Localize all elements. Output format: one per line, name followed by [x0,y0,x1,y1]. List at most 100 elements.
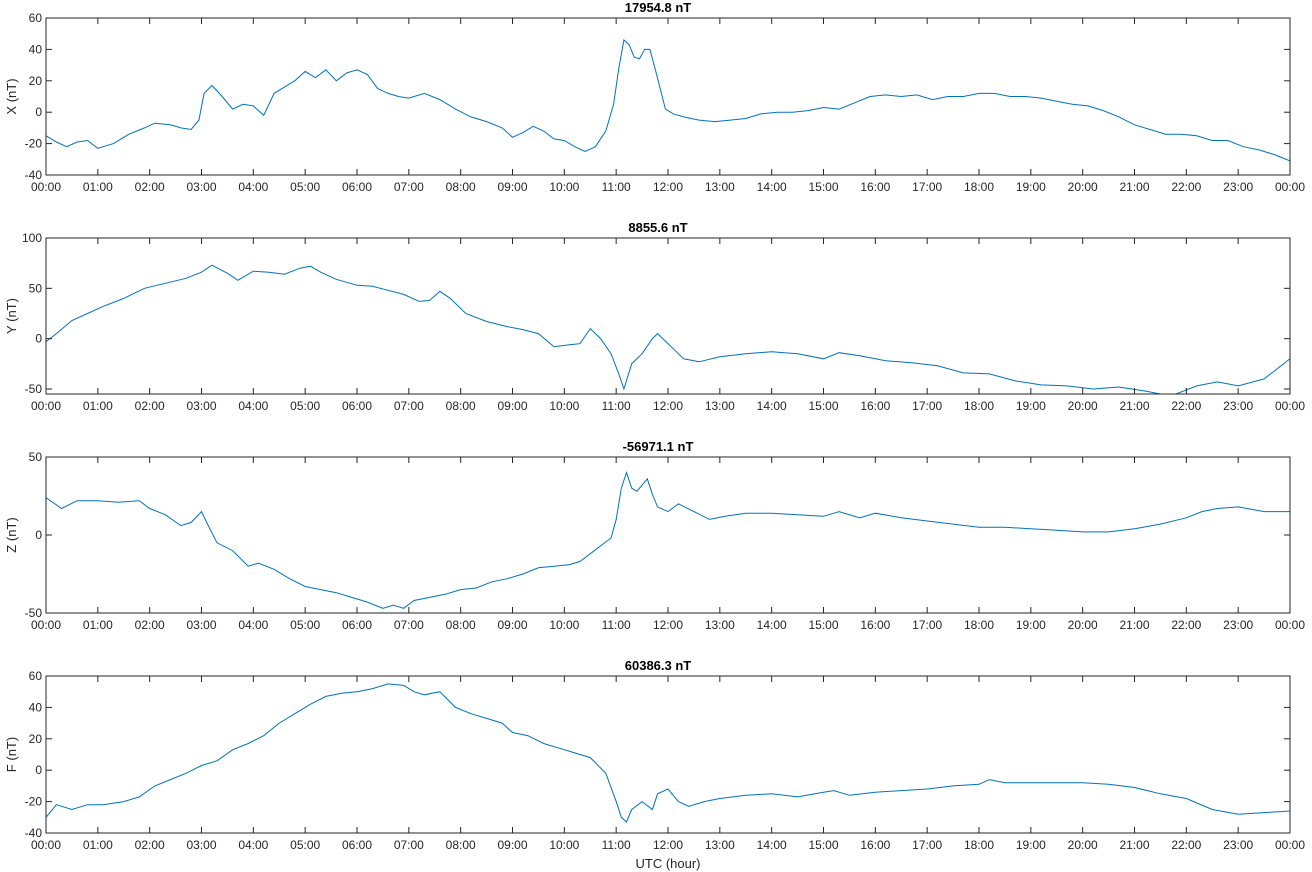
panel-z-xtick-label: 07:00 [394,618,424,632]
panel-y-title: 8855.6 nT [628,220,687,235]
panel-z-xtick-label: 10:00 [549,618,579,632]
panel-y-xtick-label: 11:00 [602,399,631,413]
panel-x-xtick-label: 20:00 [1068,180,1098,194]
panel-f-title: 60386.3 nT [625,658,692,673]
panel-f-xtick-label: 21:00 [1119,838,1149,852]
panel-f-ytick-label: 60 [29,669,43,683]
panel-z-xtick-label: 13:00 [705,618,735,632]
panel-x-xtick-label: 03:00 [186,180,216,194]
panel-x: 00:00 01:00 02:00 03:00 04:00 05:00 06:00 07:00… [4,0,1305,194]
panel-z-xtick-label: 03:00 [186,618,216,632]
panel-f-xtick-label: 09:00 [497,838,527,852]
panel-z-xtick-label: 14:00 [757,618,787,632]
panel-f-xtick-label: 23:00 [1223,838,1253,852]
panel-y-xtick-label: 02:00 [135,399,165,413]
panel-f-ytick-label: -40 [25,826,43,840]
panel-x-xtick-label: 12:00 [653,180,683,194]
panel-y-xtick-label: 03:00 [186,399,216,413]
panel-y-xtick-label: 04:00 [238,399,268,413]
panel-x-xtick-label: 07:00 [394,180,424,194]
panel-z-series-line [46,471,1290,609]
panel-x-xtick-label: 09:00 [497,180,527,194]
panel-y-xtick-label: 17:00 [912,399,942,413]
panel-z-xtick-label: 08:00 [446,618,476,632]
panel-z-ylabel: Z (nT) [4,517,19,552]
panel-z-xtick-label: 16:00 [860,618,890,632]
panel-y-xtick-label: 20:00 [1068,399,1098,413]
panel-y-xtick-label: 14:00 [757,399,787,413]
panel-y-xtick-label: 08:00 [446,399,476,413]
panel-f-ytick-label: -20 [25,795,43,809]
panel-z-xtick-label: 01:00 [83,618,113,632]
panel-z-xtick-label: 00:00 [31,618,61,632]
panel-x-ytick-label: 60 [29,11,43,25]
panel-y-series-line [46,264,1290,394]
panel-x-xtick-label: 01:00 [83,180,113,194]
panel-y-xtick-label: 12:00 [653,399,683,413]
panel-x-xtick-label: 23:00 [1223,180,1253,194]
panel-y-ytick-label: 100 [22,231,42,245]
panel-z-xtick-label: 18:00 [964,618,994,632]
panel-z-xtick-label: 00:00 [1275,618,1305,632]
panel-f-ytick-label: 20 [29,732,43,746]
panel-z-xtick-label: 09:00 [497,618,527,632]
panel-y-xtick-label: 07:00 [394,399,424,413]
panel-y-xtick-label: 22:00 [1171,399,1201,413]
panel-y-xtick-label: 00:00 [1275,399,1305,413]
panel-z-xtick-label: 19:00 [1016,618,1046,632]
panel-z-xtick-label: 23:00 [1223,618,1253,632]
panel-f-xtick-label: 14:00 [757,838,787,852]
panel-x-ytick-label: -40 [25,168,43,182]
panel-f-xtick-label: 15:00 [808,838,838,852]
panel-x-xtick-label: 00:00 [31,180,61,194]
panel-y-xtick-label: 23:00 [1223,399,1253,413]
panel-y-xtick-label: 05:00 [290,399,320,413]
panel-y-xtick-label: 16:00 [860,399,890,413]
panel-x-ytick-label: 20 [29,74,43,88]
panel-f-ylabel: F (nT) [4,737,19,772]
panel-y: 00:00 01:00 02:00 03:00 04:00 05:00 06:00 07:00… [4,220,1305,413]
panel-z-xtick-label: 15:00 [808,618,838,632]
panel-z-xtick-label: 02:00 [135,618,165,632]
panel-y-xtick-label: 15:00 [808,399,838,413]
panel-x-xtick-label: 02:00 [135,180,165,194]
panel-f-xtick-label: 19:00 [1016,838,1046,852]
panel-f-xtick-label: 05:00 [290,838,320,852]
panel-f-xtick-label: 16:00 [860,838,890,852]
panel-y-ytick-label: 50 [29,281,43,295]
panel-z-xtick-label: 05:00 [290,618,320,632]
panel-x-xtick-label: 10:00 [549,180,579,194]
panel-x-ylabel: X (nT) [4,78,19,114]
panel-x-xtick-label: 13:00 [705,180,735,194]
panel-z-ytick-label: 0 [35,528,42,542]
panel-f-xtick-label: 02:00 [135,838,165,852]
panels-group: 00:00 01:00 02:00 03:00 04:00 05:00 06:00 07:00… [4,0,1305,871]
panel-y-xtick-label: 06:00 [342,399,372,413]
panel-f-ytick-label: 40 [29,700,43,714]
panel-f-ytick-label: 0 [35,763,42,777]
panel-x-ytick-label: 0 [35,105,42,119]
panel-y-xtick-label: 09:00 [497,399,527,413]
panel-f-xtick-label: 22:00 [1171,838,1201,852]
panel-f-xtick-label: 11:00 [602,838,631,852]
panel-f-xtick-label: 18:00 [964,838,994,852]
panel-f-xtick-label: 20:00 [1068,838,1098,852]
panel-f-xtick-label: 17:00 [912,838,942,852]
panel-f-xtick-label: 01:00 [83,838,113,852]
panel-x-xtick-label: 05:00 [290,180,320,194]
panel-f-xtick-label: 06:00 [342,838,372,852]
panel-x-xtick-label: 06:00 [342,180,372,194]
panel-x-xtick-label: 19:00 [1016,180,1046,194]
panel-y-xtick-label: 21:00 [1119,399,1149,413]
panel-z-xtick-label: 11:00 [602,618,631,632]
panel-x-xtick-label: 21:00 [1119,180,1149,194]
panel-z-title: -56971.1 nT [623,439,694,454]
panel-z-xtick-label: 21:00 [1119,618,1149,632]
panel-x-xtick-label: 04:00 [238,180,268,194]
panel-x-xtick-label: 14:00 [757,180,787,194]
panel-z-xtick-label: 04:00 [238,618,268,632]
panel-y-xtick-label: 19:00 [1016,399,1046,413]
panel-f-xtick-label: 00:00 [1275,838,1305,852]
